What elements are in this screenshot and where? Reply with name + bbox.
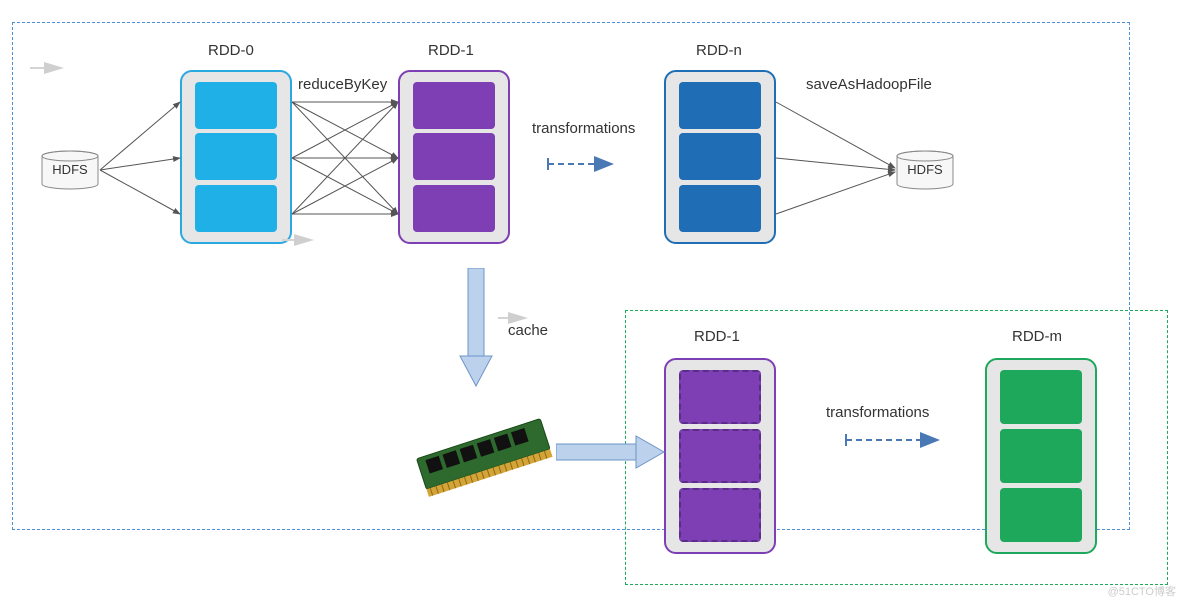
rdd-1-cached-container <box>664 358 776 554</box>
rdd-0-container <box>180 70 292 244</box>
hdfs-sink-label: HDFS <box>895 162 955 177</box>
transformations-label-2: transformations <box>826 404 929 421</box>
transformations-label-1: transformations <box>532 120 635 137</box>
rdd-0-partition <box>195 133 277 180</box>
rdd-n-partition <box>679 133 761 180</box>
rdd-m-title: RDD-m <box>1012 328 1062 345</box>
watermark: @51CTO博客 <box>1108 583 1176 599</box>
rdd-0-partition <box>195 82 277 129</box>
rdd-n-title: RDD-n <box>696 42 742 59</box>
rdd-1-container <box>398 70 510 244</box>
rdd-1-partition <box>413 133 495 180</box>
rdd-m-partition <box>1000 488 1082 542</box>
hdfs-sink-cylinder: HDFS <box>895 150 955 190</box>
rdd-n-partition <box>679 185 761 232</box>
reduce-by-key-label: reduceByKey <box>298 76 387 93</box>
rdd-1-title: RDD-1 <box>428 42 474 59</box>
rdd-1-cached-partition <box>679 370 761 424</box>
rdd-m-container <box>985 358 1097 554</box>
rdd-m-partition <box>1000 429 1082 483</box>
rdd-0-partition <box>195 185 277 232</box>
save-as-hadoop-file-label: saveAsHadoopFile <box>806 76 932 93</box>
rdd-n-container <box>664 70 776 244</box>
ram-to-rdd-arrow <box>556 432 666 477</box>
rdd-1-partition <box>413 185 495 232</box>
cache-arrow <box>456 268 496 393</box>
hdfs-source-label: HDFS <box>40 162 100 177</box>
rdd-1-cached-partition <box>679 429 761 483</box>
rdd-1-partition <box>413 82 495 129</box>
hdfs-source-cylinder: HDFS <box>40 150 100 190</box>
rdd-0-title: RDD-0 <box>208 42 254 59</box>
cache-label: cache <box>508 322 548 339</box>
rdd-1-cached-title: RDD-1 <box>694 328 740 345</box>
rdd-1-cached-partition <box>679 488 761 542</box>
rdd-m-partition <box>1000 370 1082 424</box>
ram-icon <box>408 398 558 513</box>
rdd-n-partition <box>679 82 761 129</box>
